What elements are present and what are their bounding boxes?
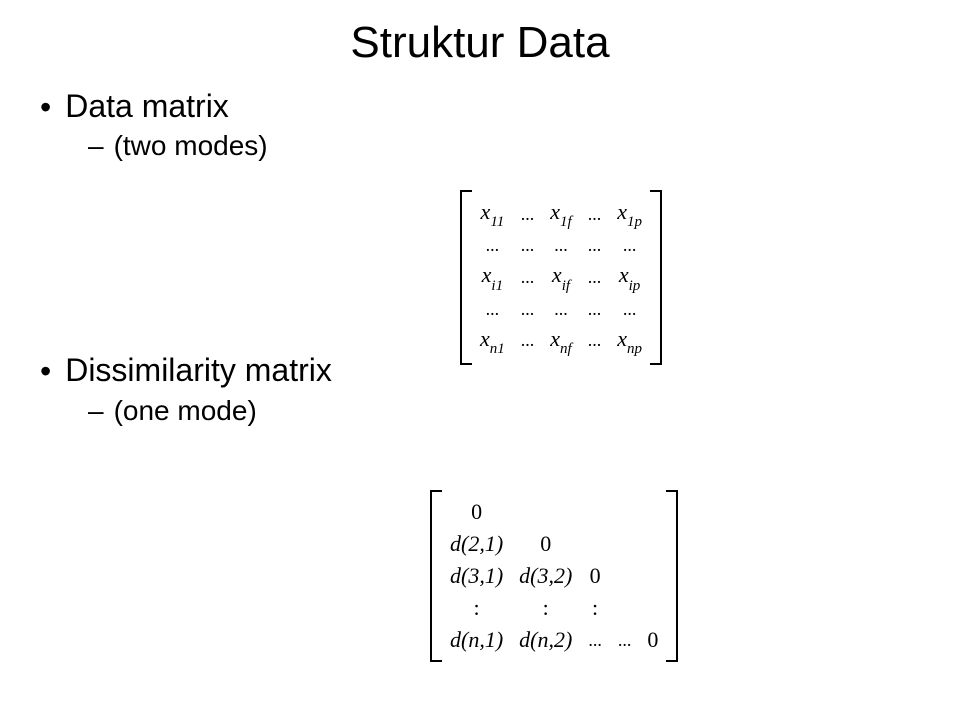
bullet-dot-icon: • [40,88,51,126]
bullet-data-matrix-label: Data matrix [65,88,229,125]
dissimilarity-matrix-figure: 0 d(2,1)0 d(3,1)d(3,2)0 ::: d(n,1)d(n,2)… [430,490,678,667]
subbullet-one-mode-label: (one mode) [114,395,257,427]
bullet-dot-icon: • [40,352,51,390]
subbullet-one-mode: – (one mode) [88,395,940,427]
dash-icon: – [88,130,104,162]
page-title: Struktur Data [0,0,960,78]
content: • Data matrix – (two modes) x11...x1f...… [0,88,960,427]
subbullet-two-modes: – (two modes) [88,130,940,162]
subbullet-two-modes-label: (two modes) [114,130,268,162]
dash-icon: – [88,395,104,427]
data-matrix-figure: x11...x1f...x1p...............xi1...xif.… [460,190,662,370]
bullet-dissimilarity-label: Dissimilarity matrix [65,352,332,389]
bullet-data-matrix: • Data matrix [40,88,940,126]
